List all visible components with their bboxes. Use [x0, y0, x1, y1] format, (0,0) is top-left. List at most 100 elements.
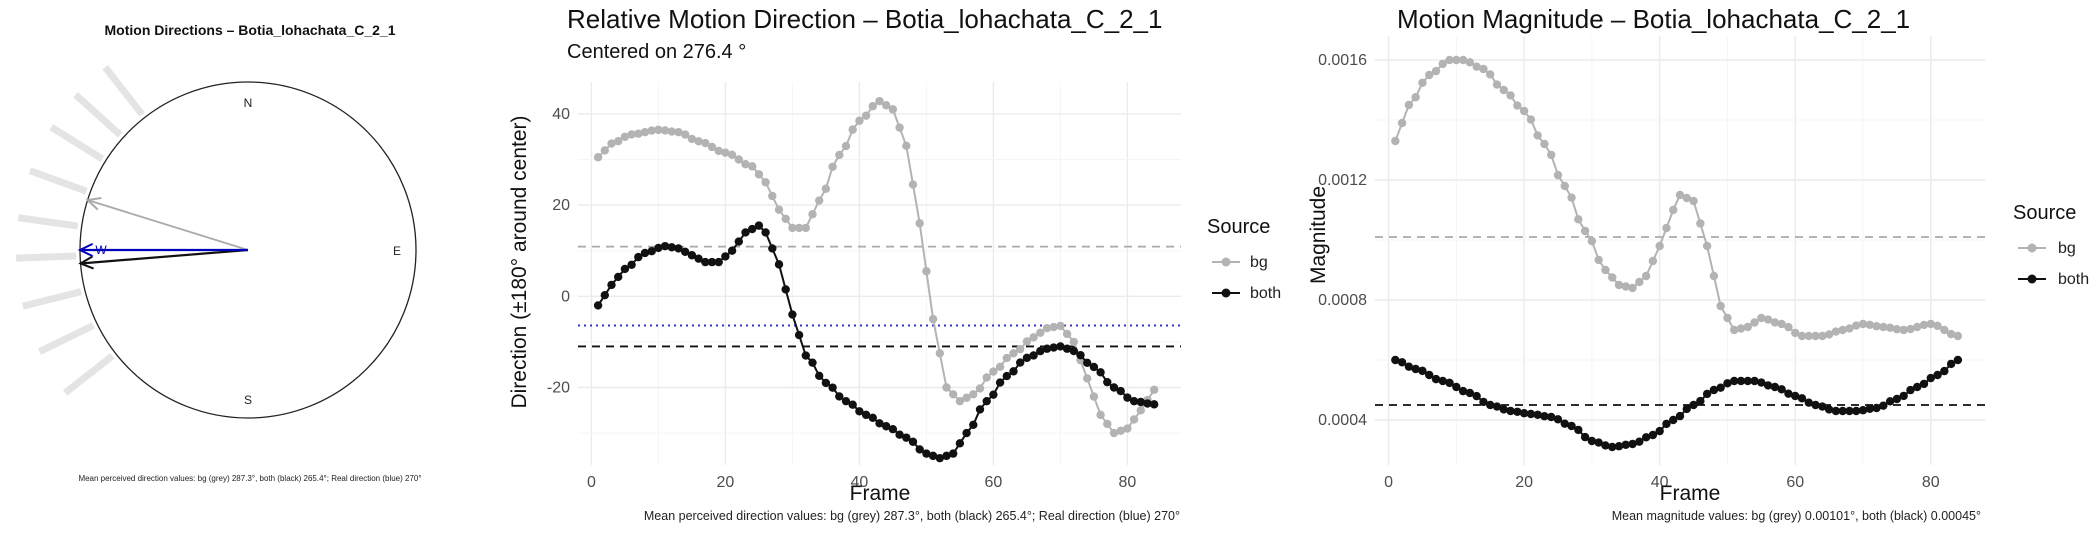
data-point-bg: [922, 267, 931, 276]
data-point-both: [942, 451, 951, 461]
data-point-bg: [835, 150, 844, 160]
data-point-both: [1116, 386, 1125, 396]
data-point-bg: [1641, 271, 1651, 281]
data-point-bg: [808, 210, 817, 219]
data-point-bg: [1526, 115, 1536, 124]
compass-ray: [17, 214, 79, 230]
data-point-both: [1418, 366, 1427, 376]
data-point-bg: [882, 101, 891, 110]
data-point-bg: [915, 219, 924, 228]
data-point-bg: [828, 162, 837, 171]
data-point-both: [1811, 400, 1820, 410]
data-point-both: [593, 301, 603, 310]
data-point-bg: [1669, 205, 1678, 215]
data-point-both: [888, 424, 898, 434]
data-point-both: [1089, 362, 1099, 372]
compass-label-south: S: [244, 393, 252, 407]
data-point-bg: [1022, 337, 1032, 346]
data-point-both: [1096, 368, 1105, 377]
magnitude-title: Motion Magnitude – Botia_lohachata_C_2_1: [1397, 4, 1910, 34]
data-point-bg: [701, 138, 710, 148]
data-point-both: [1560, 419, 1569, 428]
data-point-both: [975, 405, 985, 414]
data-point-both: [1872, 403, 1881, 413]
data-point-both: [694, 254, 703, 263]
data-point-bg: [1865, 320, 1874, 329]
data-point-both: [748, 224, 757, 234]
data-point-bg: [1946, 329, 1956, 339]
data-point-bg: [794, 223, 804, 233]
data-point-bg: [1858, 319, 1868, 329]
data-point-bg: [942, 383, 951, 392]
y-tick-label: 0.0016: [1318, 52, 1367, 69]
data-point-both: [1736, 376, 1746, 386]
x-tick-label: 20: [717, 474, 735, 491]
compass-ray: [102, 65, 145, 117]
data-point-bg: [1655, 241, 1664, 251]
data-point-both: [1838, 406, 1847, 416]
data-point-bg: [1411, 93, 1420, 102]
data-point-bg: [1750, 318, 1759, 327]
data-point-bg: [1574, 215, 1583, 224]
x-tick-label: 60: [1786, 474, 1804, 491]
data-point-bg: [634, 129, 643, 138]
data-point-bg: [1913, 322, 1922, 332]
data-point-bg: [861, 111, 871, 120]
data-point-both: [1009, 367, 1018, 376]
compass-arrowhead-both: [78, 255, 94, 270]
data-point-bg: [647, 126, 656, 135]
data-point-both: [1858, 406, 1868, 415]
data-point-both: [667, 243, 676, 252]
data-point-both: [821, 378, 831, 388]
data-point-both: [848, 400, 857, 409]
data-point-both: [1777, 385, 1786, 394]
compass-ray: [22, 288, 82, 310]
data-point-bg: [841, 141, 851, 151]
compass-arrowhead-real: [77, 243, 94, 257]
data-point-both: [815, 371, 824, 381]
data-point-both: [861, 410, 871, 420]
data-point-bg: [627, 130, 636, 139]
data-point-bg: [1736, 324, 1746, 333]
magnitude-legend: Source bg both: [2013, 202, 2089, 288]
compass-ray: [37, 322, 95, 355]
data-point-bg: [1892, 325, 1902, 334]
data-point-both: [1641, 433, 1651, 442]
magnitude-y-ticks: 0.0004 0.0008 0.0012 0.0016: [1318, 52, 1367, 429]
data-point-both: [1062, 344, 1072, 353]
data-point-both: [895, 430, 904, 439]
data-point-bg: [1431, 66, 1441, 76]
data-point-both: [707, 257, 717, 267]
data-point-both: [841, 396, 851, 406]
data-point-bg: [1519, 106, 1529, 116]
data-point-both: [1513, 407, 1522, 416]
data-point-both: [1547, 412, 1556, 422]
data-point-both: [808, 358, 817, 367]
data-point-both: [1899, 391, 1908, 401]
data-point-bg: [593, 153, 603, 162]
data-point-bg: [1777, 319, 1786, 329]
data-point-bg: [1472, 62, 1481, 71]
data-point-bg: [1404, 100, 1414, 110]
data-point-both: [1540, 412, 1549, 421]
data-point-both: [620, 264, 630, 274]
data-point-both: [1069, 346, 1079, 356]
data-point-bg: [1716, 301, 1725, 311]
data-point-both: [989, 390, 998, 399]
data-point-both: [1150, 400, 1159, 409]
direction-series: [593, 96, 1159, 463]
data-point-both: [949, 449, 958, 458]
data-point-both: [962, 428, 971, 438]
data-point-bg: [955, 396, 965, 406]
data-point-bg: [1635, 277, 1644, 287]
data-point-bg: [1919, 320, 1929, 330]
data-point-bg: [1763, 315, 1773, 324]
data-point-both: [1845, 406, 1854, 416]
data-point-both: [1594, 438, 1603, 447]
data-point-both: [1431, 374, 1441, 384]
data-point-bg: [1492, 80, 1502, 89]
data-point-bg: [1587, 236, 1597, 246]
data-point-bg: [660, 126, 670, 135]
data-point-bg: [1083, 374, 1092, 383]
data-point-bg: [1397, 118, 1407, 128]
